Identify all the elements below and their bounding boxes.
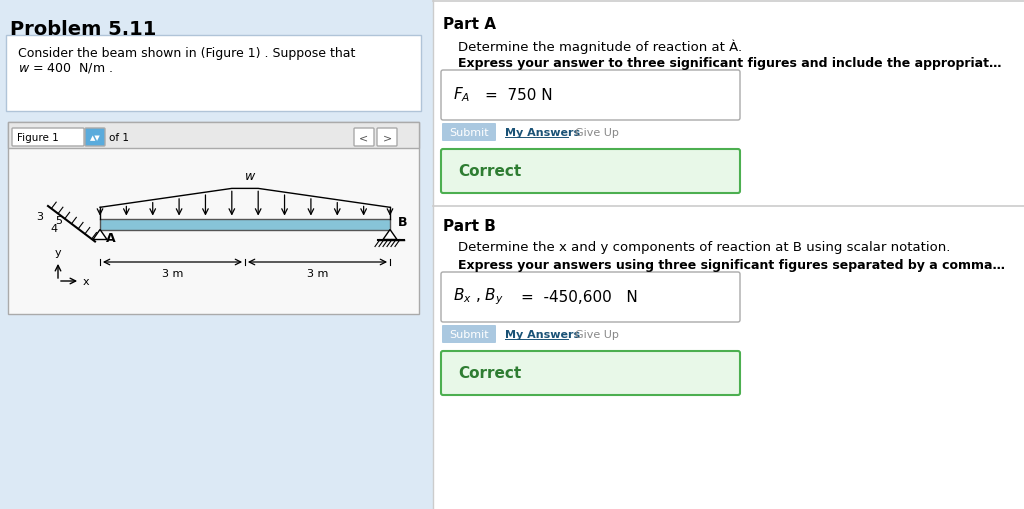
Text: Correct: Correct	[458, 366, 521, 381]
FancyBboxPatch shape	[441, 351, 740, 395]
FancyBboxPatch shape	[6, 36, 421, 112]
Text: $F_A$: $F_A$	[453, 86, 470, 104]
FancyBboxPatch shape	[377, 129, 397, 147]
Bar	[100, 219, 390, 230]
Polygon shape	[93, 230, 106, 240]
Bar	[8, 123, 419, 149]
Text: 3: 3	[36, 212, 43, 221]
FancyBboxPatch shape	[354, 129, 374, 147]
FancyBboxPatch shape	[441, 272, 740, 322]
Text: Submit: Submit	[450, 329, 488, 340]
Text: 3 m: 3 m	[307, 268, 328, 278]
Text: Correct: Correct	[458, 164, 521, 179]
FancyBboxPatch shape	[12, 129, 84, 147]
Bar	[8, 123, 419, 315]
Text: Figure 1: Figure 1	[17, 133, 58, 143]
Text: Consider the beam shown in (Figure 1) . Suppose that: Consider the beam shown in (Figure 1) . …	[18, 47, 355, 60]
Text: $B_x$ , $B_y$: $B_x$ , $B_y$	[453, 286, 504, 307]
Text: $w$ = 400  N/m .: $w$ = 400 N/m .	[18, 61, 113, 75]
Text: Express your answers using three significant figures separated by a comma…: Express your answers using three signifi…	[458, 259, 1005, 271]
Text: of 1: of 1	[109, 133, 129, 143]
Text: Problem 5.11: Problem 5.11	[10, 20, 157, 39]
Text: <: <	[359, 133, 369, 143]
Text: Give Up: Give Up	[575, 128, 618, 138]
Text: B: B	[398, 216, 408, 229]
Text: Express your answer to three significant figures and include the appropriat…: Express your answer to three significant…	[458, 57, 1001, 70]
FancyBboxPatch shape	[442, 124, 496, 142]
Text: =  750 N: = 750 N	[485, 88, 553, 102]
FancyBboxPatch shape	[441, 71, 740, 121]
Text: 5: 5	[55, 216, 62, 225]
FancyBboxPatch shape	[85, 129, 105, 147]
Text: Give Up: Give Up	[575, 329, 618, 340]
Text: >: >	[382, 133, 391, 143]
Text: 3 m: 3 m	[162, 268, 183, 278]
Text: y: y	[54, 247, 61, 258]
Polygon shape	[383, 230, 397, 240]
Text: x: x	[83, 276, 90, 287]
FancyBboxPatch shape	[442, 325, 496, 344]
Text: Submit: Submit	[450, 128, 488, 138]
Text: My Answers: My Answers	[505, 329, 581, 340]
Text: Part B: Part B	[443, 218, 496, 234]
Bar	[0, 0, 433, 509]
FancyBboxPatch shape	[441, 150, 740, 193]
Text: ▲▼: ▲▼	[90, 135, 100, 140]
Text: My Answers: My Answers	[505, 128, 581, 138]
Text: =  -450,600   N: = -450,600 N	[521, 289, 638, 304]
Text: Determine the magnitude of reaction at À.: Determine the magnitude of reaction at À…	[458, 39, 742, 53]
Text: Part A: Part A	[443, 17, 496, 32]
Text: w: w	[245, 169, 255, 182]
Text: 4: 4	[50, 223, 57, 234]
Text: Determine the x and y components of reaction at B using scalar notation.: Determine the x and y components of reac…	[458, 241, 950, 253]
Bar	[433, 0, 1024, 509]
Text: A: A	[106, 232, 116, 245]
